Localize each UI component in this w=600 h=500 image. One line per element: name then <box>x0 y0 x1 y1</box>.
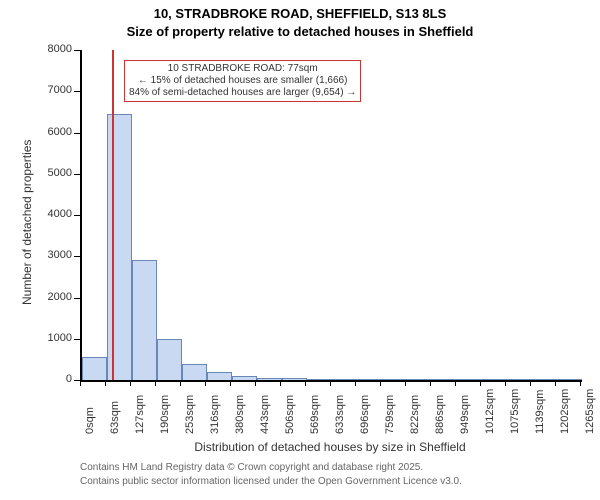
bar <box>157 339 182 380</box>
y-tick-mark <box>74 215 80 216</box>
x-tick-label: 822sqm <box>409 395 421 434</box>
plot-area: 10 STRADBROKE ROAD: 77sqm ← 15% of detac… <box>80 50 582 382</box>
y-tick-mark <box>74 91 80 92</box>
reference-line <box>112 50 114 380</box>
y-tick-mark <box>74 256 80 257</box>
y-tick-mark <box>74 339 80 340</box>
y-tick-label: 4000 <box>36 208 72 220</box>
x-tick-label: 127sqm <box>134 395 146 434</box>
bar <box>407 379 432 380</box>
y-tick-label: 8000 <box>36 43 72 55</box>
attribution-line1: Contains HM Land Registry data © Crown c… <box>80 462 580 473</box>
annotation-line3: 84% of semi-detached houses are larger (… <box>129 87 356 99</box>
attribution-line2: Contains public sector information licen… <box>80 476 580 487</box>
x-tick-mark <box>455 380 456 386</box>
x-tick-label: 316sqm <box>209 395 221 434</box>
x-axis-label: Distribution of detached houses by size … <box>80 440 580 454</box>
y-tick-mark <box>74 298 80 299</box>
x-tick-mark <box>580 380 581 386</box>
bar <box>557 379 582 380</box>
y-tick-label: 0 <box>36 373 72 385</box>
x-tick-label: 380sqm <box>234 395 246 434</box>
x-tick-mark <box>205 380 206 386</box>
x-tick-mark <box>380 380 381 386</box>
x-tick-label: 696sqm <box>359 395 371 434</box>
y-tick-mark <box>74 174 80 175</box>
y-tick-label: 2000 <box>36 291 72 303</box>
x-tick-mark <box>130 380 131 386</box>
bar <box>182 364 207 381</box>
x-tick-label: 506sqm <box>284 395 296 434</box>
chart-container: 10, STRADBROKE ROAD, SHEFFIELD, S13 8LS … <box>0 0 600 500</box>
y-tick-label: 1000 <box>36 332 72 344</box>
x-tick-label: 253sqm <box>184 395 196 434</box>
y-tick-mark <box>74 133 80 134</box>
bar <box>82 357 107 380</box>
bar <box>107 114 132 380</box>
x-tick-label: 949sqm <box>459 395 471 434</box>
bar <box>132 260 157 380</box>
x-tick-mark <box>530 380 531 386</box>
bar <box>332 379 357 380</box>
y-tick-label: 5000 <box>36 167 72 179</box>
x-tick-mark <box>255 380 256 386</box>
bar <box>532 379 557 380</box>
bar <box>457 379 482 380</box>
x-tick-label: 1265sqm <box>584 389 596 434</box>
bar <box>307 379 332 380</box>
y-tick-label: 6000 <box>36 126 72 138</box>
annotation-line2: ← 15% of detached houses are smaller (1,… <box>129 75 356 87</box>
x-tick-label: 1139sqm <box>534 390 546 434</box>
y-axis-label: Number of detached properties <box>20 140 34 305</box>
x-tick-label: 190sqm <box>159 395 171 434</box>
bar <box>507 379 532 380</box>
bar <box>207 372 232 380</box>
y-tick-label: 3000 <box>36 249 72 261</box>
bar <box>382 379 407 380</box>
x-tick-label: 63sqm <box>109 401 121 434</box>
bar <box>357 379 382 380</box>
x-tick-label: 1202sqm <box>559 389 571 434</box>
chart-title-line1: 10, STRADBROKE ROAD, SHEFFIELD, S13 8LS <box>0 6 600 21</box>
x-tick-mark <box>555 380 556 386</box>
bar <box>432 379 457 380</box>
bar <box>232 376 257 380</box>
x-tick-label: 1012sqm <box>484 389 496 434</box>
annotation-box: 10 STRADBROKE ROAD: 77sqm ← 15% of detac… <box>124 60 361 102</box>
x-tick-mark <box>280 380 281 386</box>
x-tick-mark <box>405 380 406 386</box>
x-tick-mark <box>305 380 306 386</box>
y-tick-mark <box>74 50 80 51</box>
x-tick-label: 569sqm <box>309 395 321 434</box>
y-tick-label: 7000 <box>36 84 72 96</box>
x-tick-mark <box>155 380 156 386</box>
bar <box>257 378 282 380</box>
x-tick-mark <box>180 380 181 386</box>
x-tick-label: 633sqm <box>334 395 346 434</box>
x-tick-label: 0sqm <box>84 407 96 434</box>
x-tick-mark <box>80 380 81 386</box>
x-tick-mark <box>105 380 106 386</box>
x-tick-label: 759sqm <box>384 395 396 434</box>
x-tick-mark <box>230 380 231 386</box>
x-tick-mark <box>330 380 331 386</box>
annotation-line1: 10 STRADBROKE ROAD: 77sqm <box>129 63 356 75</box>
x-tick-mark <box>430 380 431 386</box>
bar <box>282 378 307 380</box>
bar <box>482 379 507 380</box>
x-tick-label: 443sqm <box>259 395 271 434</box>
x-tick-label: 1075sqm <box>509 389 521 434</box>
x-tick-label: 886sqm <box>434 395 446 434</box>
x-tick-mark <box>480 380 481 386</box>
x-tick-mark <box>355 380 356 386</box>
x-tick-mark <box>505 380 506 386</box>
chart-title-line2: Size of property relative to detached ho… <box>0 24 600 39</box>
